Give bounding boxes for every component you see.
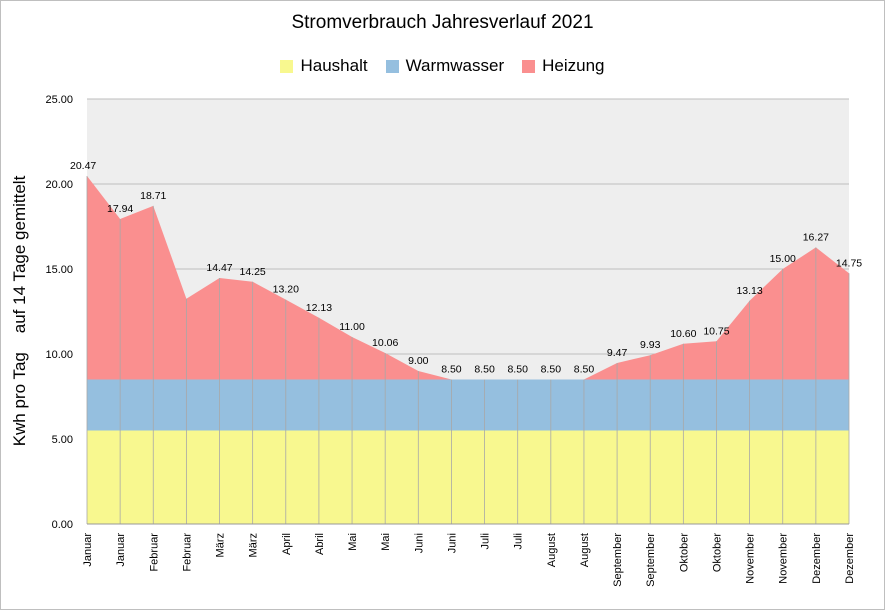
legend: Haushalt Warmwasser Heizung	[0, 56, 885, 76]
y-tick-label: 5.00	[52, 434, 73, 446]
data-label: 9.93	[640, 339, 661, 351]
x-tick-label: Mai	[347, 533, 359, 551]
y-tick-label: 0.00	[52, 519, 73, 531]
x-tick-label: August	[546, 533, 558, 567]
legend-swatch-haushalt	[280, 59, 294, 73]
data-label: 17.94	[107, 203, 133, 215]
y-tick-label: 20.00	[45, 179, 73, 191]
x-tick-label: Juni	[446, 533, 458, 553]
data-label: 8.50	[541, 364, 562, 376]
x-tick-label: August	[579, 533, 591, 567]
x-tick-label: Oktober	[711, 533, 723, 572]
x-tick-label: November	[745, 533, 757, 584]
legend-item-heizung: Heizung	[522, 56, 605, 76]
data-label: 10.06	[372, 337, 398, 349]
x-tick-label: Abril	[314, 533, 326, 555]
data-label: 14.75	[836, 257, 862, 269]
x-tick-label: März	[248, 533, 260, 557]
data-label: 16.27	[803, 231, 829, 243]
area-warmwasser	[87, 379, 849, 431]
x-tick-label: Januar	[115, 533, 127, 567]
legend-label-warmwasser: Warmwasser	[405, 56, 505, 75]
x-tick-label: März	[215, 533, 227, 557]
legend-item-warmwasser: Warmwasser	[385, 56, 505, 76]
legend-label-heizung: Heizung	[542, 56, 605, 75]
data-label: 11.00	[339, 321, 365, 333]
data-label: 8.50	[441, 364, 462, 376]
legend-swatch-heizung	[522, 59, 536, 73]
x-tick-label: November	[778, 533, 790, 584]
data-label: 8.50	[474, 364, 495, 376]
x-tick-label: Juni	[413, 533, 425, 553]
y-tick-label: 15.00	[45, 264, 73, 276]
x-tick-label: Mai	[380, 533, 392, 551]
x-tick-label: September	[645, 533, 657, 587]
data-label: 18.71	[140, 190, 166, 202]
y-tick-label: 10.00	[45, 349, 73, 361]
data-label: 14.25	[240, 266, 266, 278]
y-tick-label: 25.00	[45, 94, 73, 106]
data-label: 15.00	[770, 253, 796, 265]
area-haushalt	[87, 430, 849, 524]
x-tick-label: Dezember	[844, 533, 856, 584]
data-label: 13.13	[736, 285, 762, 297]
legend-swatch-warmwasser	[385, 59, 399, 73]
x-tick-label: Januar	[82, 533, 94, 567]
data-label: 9.00	[408, 355, 429, 367]
x-tick-label: April	[281, 533, 293, 555]
legend-label-haushalt: Haushalt	[300, 56, 368, 75]
x-tick-label: Juli	[480, 533, 492, 550]
legend-item-haushalt: Haushalt	[280, 56, 368, 76]
x-tick-label: Juli	[513, 533, 525, 550]
data-label: 12.13	[306, 302, 332, 314]
x-tick-label: Dezember	[811, 533, 823, 584]
data-label: 10.75	[703, 325, 729, 337]
chart-title: Stromverbrauch Jahresverlauf 2021	[291, 12, 594, 33]
data-label: 13.20	[273, 284, 299, 296]
data-label: 10.60	[670, 328, 696, 340]
data-label: 9.47	[607, 347, 628, 359]
x-tick-label: Februar	[181, 533, 193, 572]
data-label: 8.50	[507, 364, 528, 376]
x-tick-label: Oktober	[678, 533, 690, 572]
data-label: 14.47	[206, 262, 232, 274]
data-label: 20.47	[70, 160, 96, 172]
x-tick-label: Februar	[148, 533, 160, 572]
data-label: 8.50	[574, 364, 595, 376]
x-tick-label: September	[612, 533, 624, 587]
area-heizung	[87, 176, 849, 380]
